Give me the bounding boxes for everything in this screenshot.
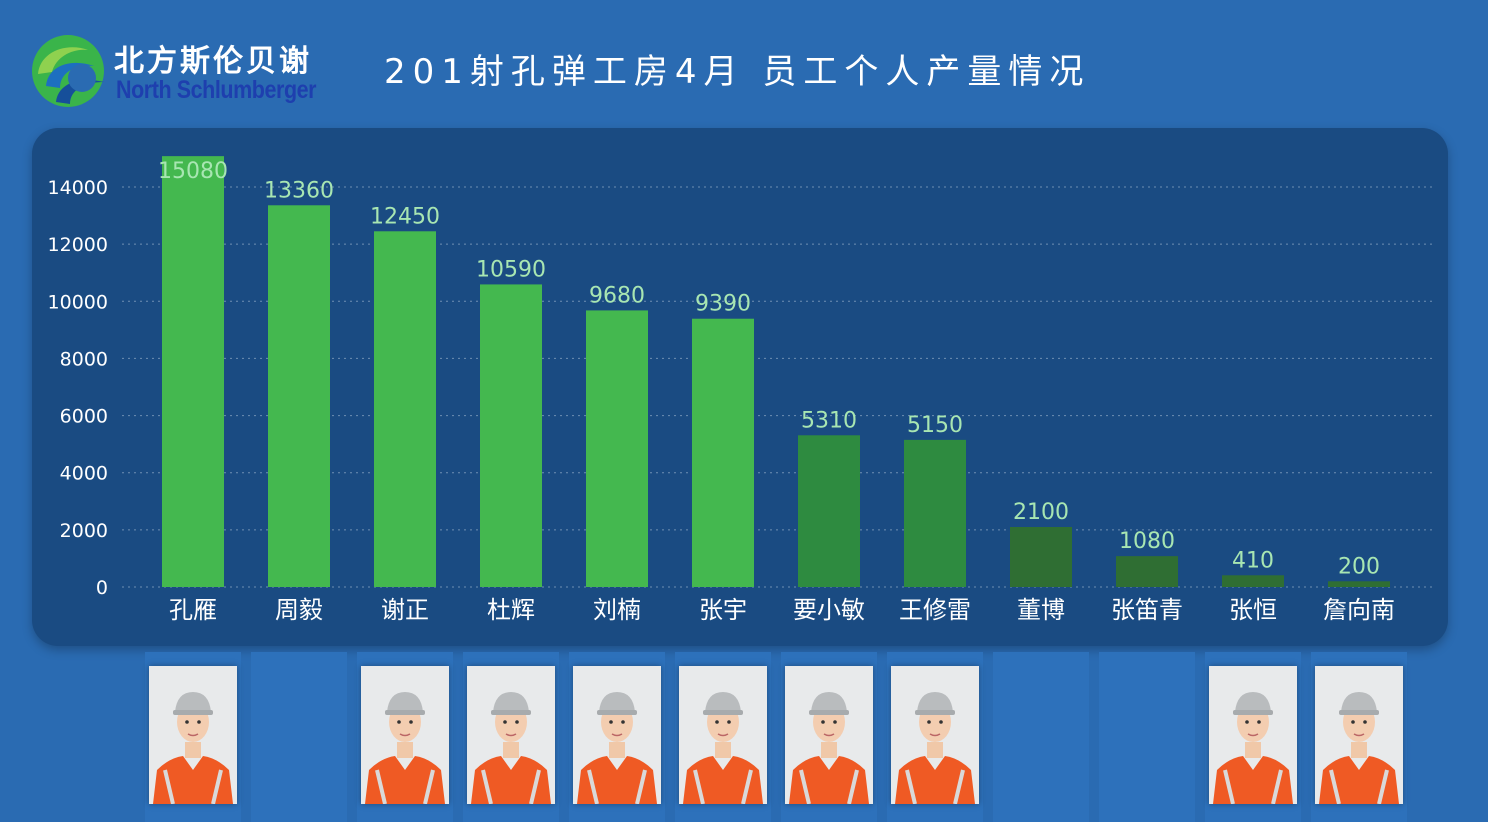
bar-value-label: 9390 — [695, 292, 751, 317]
bar-value-label: 5150 — [907, 413, 963, 438]
photo-column — [251, 652, 347, 822]
bar — [268, 205, 330, 587]
bar-value-label: 12450 — [370, 204, 440, 229]
bar — [162, 156, 224, 587]
y-tick-label: 0 — [96, 577, 108, 599]
company-logo-icon — [32, 35, 104, 107]
y-tick-label: 4000 — [60, 463, 108, 485]
y-tick-label: 8000 — [60, 348, 108, 370]
employee-photo-icon — [785, 666, 873, 804]
x-tick-label: 孔雁 — [169, 596, 217, 624]
bar — [586, 310, 648, 587]
photo-column — [993, 652, 1089, 822]
x-tick-label: 董博 — [1017, 596, 1065, 624]
bar-value-label: 1080 — [1119, 529, 1175, 554]
bar — [480, 284, 542, 587]
bar — [1010, 527, 1072, 587]
employee-photo-icon — [679, 666, 767, 804]
bar-value-label: 10590 — [476, 257, 546, 282]
bar-value-label: 2100 — [1013, 500, 1069, 525]
employee-photo-icon — [1209, 666, 1297, 804]
employee-photo-icon — [891, 666, 979, 804]
x-tick-label: 杜辉 — [487, 596, 535, 624]
bar-value-label: 200 — [1338, 554, 1380, 579]
employee-photo-icon — [573, 666, 661, 804]
y-tick-label: 6000 — [60, 406, 108, 428]
x-tick-label: 张笛青 — [1111, 596, 1183, 624]
y-tick-label: 14000 — [48, 177, 108, 199]
x-tick-label: 张宇 — [699, 596, 747, 624]
bar — [692, 318, 754, 587]
bar — [1116, 556, 1178, 587]
bar — [904, 439, 966, 587]
x-tick-label: 王修雷 — [899, 596, 971, 624]
x-tick-label: 詹向南 — [1323, 596, 1395, 624]
employee-photo-icon — [1315, 666, 1403, 804]
bar-value-label: 15080 — [158, 159, 228, 184]
x-tick-label: 要小敏 — [793, 596, 865, 624]
brand-name-en: North Schlumberger — [116, 76, 317, 104]
photo-column — [1099, 652, 1195, 822]
x-tick-label: 刘楠 — [593, 596, 641, 624]
employee-photo-icon — [467, 666, 555, 804]
brand-name-cn: 北方斯伦贝谢 — [114, 44, 312, 79]
bar-value-label: 410 — [1232, 548, 1274, 573]
bar-value-label: 5310 — [801, 408, 857, 433]
x-tick-label: 张恒 — [1229, 596, 1277, 624]
x-tick-label: 谢正 — [381, 596, 429, 624]
bar — [374, 231, 436, 587]
bar-value-label: 13360 — [264, 178, 334, 203]
page-title: 201射孔弹工房4月 员工个人产量情况 — [384, 52, 1091, 92]
bar-chart: 0 2000 4000 6000 8000 10000 12000 14000 15080 孔雁 1… — [48, 156, 1432, 624]
bar — [1328, 581, 1390, 587]
employee-photos-row — [0, 652, 1488, 822]
bar-value-label: 9680 — [589, 283, 645, 308]
y-tick-label: 12000 — [48, 234, 108, 256]
y-tick-label: 2000 — [60, 520, 108, 542]
x-tick-label: 周毅 — [275, 596, 323, 624]
bar — [1222, 575, 1284, 587]
employee-photo-icon — [361, 666, 449, 804]
bar — [798, 435, 860, 587]
employee-photo-icon — [149, 666, 237, 804]
y-tick-label: 10000 — [48, 291, 108, 313]
